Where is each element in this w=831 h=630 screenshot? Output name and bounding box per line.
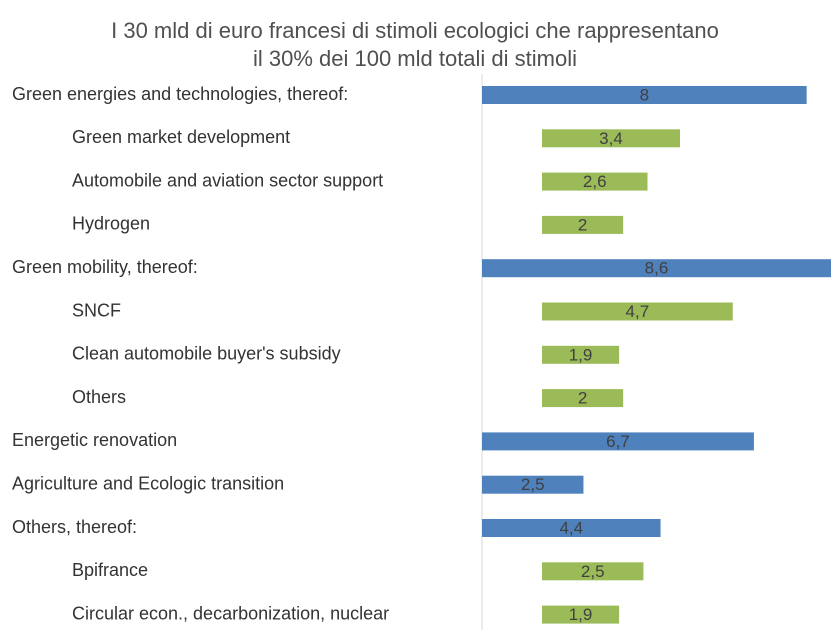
bar: [542, 172, 648, 191]
bar: [482, 519, 661, 537]
category-label: Others, thereof:: [12, 517, 137, 537]
bar: [482, 432, 754, 451]
category-label: Circular econ., decarbonization, nuclear: [72, 603, 389, 623]
category-label: Energetic renovation: [12, 430, 177, 450]
category-label: Agriculture and Ecologic transition: [12, 473, 284, 493]
value-label: 8: [640, 85, 649, 104]
value-label: 2,5: [581, 562, 605, 581]
category-label: Clean automobile buyer's subsidy: [72, 344, 341, 364]
bar: [542, 129, 680, 148]
chart-title: il 30% dei 100 mld totali di stimoli: [253, 46, 577, 71]
bar: [482, 259, 831, 278]
value-label: 2: [578, 389, 587, 408]
category-label: Green market development: [72, 127, 290, 147]
bar: [482, 86, 807, 104]
value-label: 1,9: [569, 345, 593, 364]
category-label: Others: [72, 387, 126, 407]
category-label: SNCF: [72, 300, 121, 320]
value-label: 8,6: [645, 259, 669, 278]
bar: [542, 345, 620, 364]
bar: [542, 389, 624, 408]
value-label: 3,4: [599, 129, 623, 148]
value-label: 2,5: [521, 475, 545, 494]
value-label: 1,9: [569, 605, 593, 624]
value-label: 2,6: [583, 172, 607, 191]
bar: [542, 302, 733, 321]
value-label: 4,7: [626, 302, 650, 321]
bar: [542, 215, 624, 234]
value-label: 4,4: [559, 518, 583, 537]
value-label: 6,7: [606, 432, 630, 451]
category-label: Green energies and technologies, thereof…: [12, 84, 348, 104]
category-label: Hydrogen: [72, 214, 150, 234]
category-label: Bpifrance: [72, 560, 148, 580]
category-label: Automobile and aviation sector support: [72, 170, 383, 190]
value-label: 2: [578, 215, 587, 234]
bar: [542, 605, 620, 624]
bar: [542, 562, 644, 581]
bar: [482, 475, 584, 494]
chart-title: I 30 mld di euro francesi di stimoli eco…: [111, 18, 719, 43]
category-label: Green mobility, thereof:: [12, 257, 198, 277]
